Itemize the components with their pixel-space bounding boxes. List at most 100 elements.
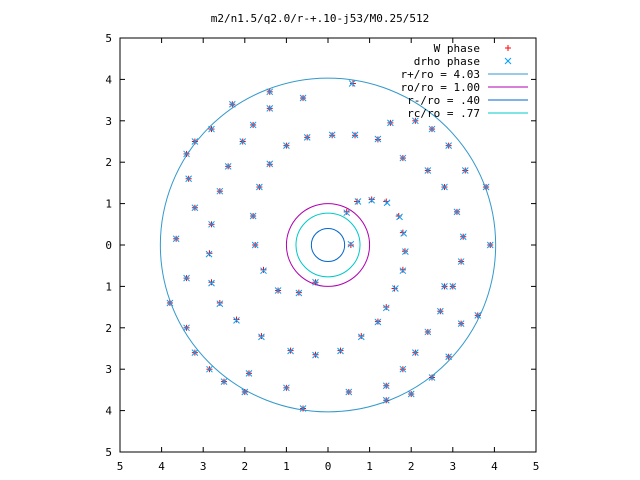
- point-s1-81: [299, 94, 307, 102]
- point-s1-3: [383, 199, 391, 207]
- x-tick-label-1: 4: [158, 460, 165, 473]
- point-s1-82: [208, 125, 215, 133]
- point-s1-17: [216, 300, 224, 308]
- circle-1: [285, 203, 371, 287]
- point-s1-37: [312, 278, 319, 286]
- point-s1-66: [183, 274, 190, 282]
- point-s1-18: [208, 279, 215, 287]
- x-tick-label-2: 3: [200, 460, 207, 473]
- point-s1-0: [343, 209, 351, 217]
- point-s1-43: [441, 183, 448, 191]
- chart-title: m2/n1.5/q2.0/r-+.10-j53/M0.25/512: [211, 12, 430, 25]
- point-s1-28: [303, 134, 311, 141]
- legend-label-3: ro/ro = 1.00: [401, 81, 480, 94]
- point-s1-68: [183, 324, 190, 332]
- point-s1-60: [445, 142, 452, 149]
- point-s1-65: [185, 175, 192, 183]
- point-s1-58: [482, 183, 490, 191]
- point-s1-26: [348, 80, 356, 87]
- point-s1-49: [424, 328, 432, 336]
- point-s1-47: [449, 283, 457, 290]
- point-s1-10: [374, 318, 382, 326]
- point-s1-32: [249, 212, 257, 220]
- y-tick-label-6: 1: [105, 280, 112, 293]
- point-s1-7: [399, 267, 407, 275]
- point-s1-36: [295, 289, 303, 297]
- point-s1-71: [220, 378, 228, 385]
- point-s1-83: [191, 138, 199, 145]
- legend-sample-1: [504, 57, 512, 65]
- point-s1-30: [266, 160, 274, 168]
- y-tick-label-8: 3: [105, 363, 112, 376]
- point-s1-21: [216, 187, 224, 195]
- legend-label-1: drho phase: [414, 55, 480, 68]
- y-tick-label-4: 1: [105, 198, 112, 211]
- point-s1-12: [337, 347, 344, 355]
- point-s1-57: [486, 241, 494, 249]
- point-s1-61: [428, 125, 436, 133]
- point-s0-2: [368, 196, 375, 203]
- legend-label-5: rc/ro = .77: [407, 107, 480, 120]
- point-s1-79: [228, 100, 236, 108]
- point-s1-48: [436, 307, 444, 315]
- y-tick-label-5: 0: [105, 239, 112, 252]
- point-s1-52: [382, 382, 390, 390]
- point-s1-29: [283, 142, 290, 149]
- point-s1-56: [474, 312, 482, 319]
- legend-sample-0: [505, 45, 511, 51]
- point-s1-1: [354, 198, 362, 205]
- point-s1-80: [266, 88, 274, 96]
- point-s0-17: [216, 299, 223, 306]
- point-s0-18: [208, 279, 215, 286]
- circle-3: [295, 212, 361, 278]
- point-s1-16: [233, 316, 240, 324]
- point-s1-84: [183, 150, 190, 158]
- point-s1-2: [368, 196, 376, 204]
- point-s1-40: [374, 135, 382, 143]
- point-s1-46: [457, 258, 465, 265]
- point-s1-62: [412, 117, 419, 125]
- points-layer: [166, 80, 494, 412]
- x-tick-label-3: 2: [241, 460, 248, 473]
- point-s1-41: [399, 154, 407, 162]
- point-s1-76: [345, 388, 353, 396]
- point-s0-0: [343, 208, 350, 215]
- point-s1-50: [412, 349, 419, 356]
- point-s1-24: [249, 121, 257, 129]
- point-s1-14: [287, 347, 294, 355]
- point-s1-77: [382, 396, 390, 404]
- point-s1-74: [283, 384, 290, 392]
- point-s1-25: [266, 105, 274, 112]
- point-s1-44: [453, 208, 461, 216]
- point-s0-1: [354, 198, 361, 205]
- y-tick-label-10: 5: [105, 446, 112, 459]
- y-tick-label-9: 4: [105, 405, 112, 418]
- point-s1-33: [251, 241, 259, 249]
- point-s1-69: [191, 349, 199, 356]
- point-s1-59: [461, 167, 469, 174]
- point-s0-34: [260, 266, 267, 273]
- y-tick-label-0: 5: [105, 32, 112, 45]
- point-s1-4: [396, 213, 403, 221]
- x-tick-label-10: 5: [533, 460, 540, 473]
- point-s1-78: [407, 390, 415, 398]
- point-s1-70: [206, 365, 213, 373]
- point-s0-38: [347, 242, 354, 248]
- point-s1-67: [166, 299, 174, 307]
- legend-label-0: W phase: [434, 42, 480, 55]
- legend-label-2: r+/ro = 4.03: [401, 68, 480, 81]
- point-s1-63: [172, 235, 180, 243]
- y-tick-label-1: 4: [105, 73, 112, 86]
- point-s1-35: [274, 287, 282, 294]
- point-s1-15: [258, 333, 265, 341]
- point-s1-53: [428, 374, 436, 381]
- point-s1-11: [357, 333, 365, 341]
- point-s0-26: [349, 80, 356, 87]
- point-s0-8: [391, 285, 398, 292]
- point-s0-11: [358, 333, 365, 340]
- point-s1-31: [256, 183, 263, 191]
- x-tick-label-7: 2: [408, 460, 415, 473]
- point-s1-5: [400, 230, 408, 237]
